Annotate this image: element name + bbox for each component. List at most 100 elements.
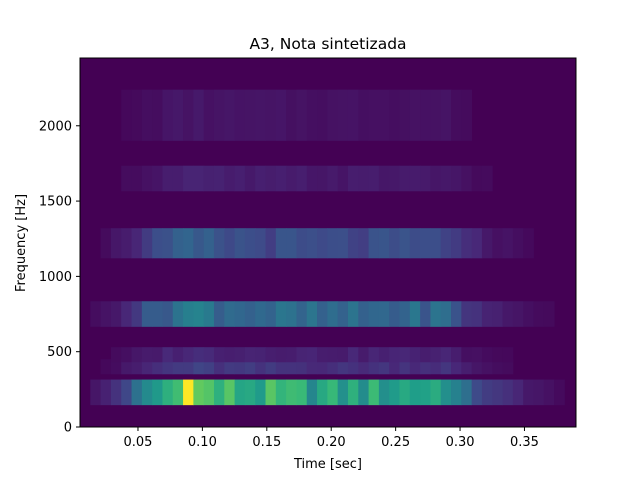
spectrogram-cell [378, 359, 390, 375]
spectrogram-cell [512, 379, 524, 406]
spectrogram-cell [141, 359, 153, 375]
spectrogram-cell [306, 347, 318, 363]
spectrogram-cell [203, 228, 215, 259]
spectrogram-cell [440, 89, 452, 141]
spectrogram-cell [358, 359, 369, 375]
spectrogram-cell [141, 379, 153, 406]
spectrogram-cell [533, 301, 545, 327]
spectrogram-cell [389, 165, 400, 192]
spectrogram-cell [368, 379, 380, 406]
spectrogram-cell [286, 359, 297, 375]
spectrogram-cell [368, 89, 380, 141]
spectrogram-cell [234, 347, 246, 363]
spectrogram-cell [275, 228, 287, 259]
spectrogram-cell [471, 165, 483, 192]
spectrogram-cell [131, 165, 143, 192]
spectrogram-cell [543, 379, 555, 406]
spectrogram-cell [399, 347, 411, 363]
spectrogram-cell [255, 165, 266, 192]
spectrogram-cell [399, 359, 411, 375]
spectrogram-cell [286, 228, 297, 259]
spectrogram-cell [224, 347, 235, 363]
spectrogram-cell [502, 379, 514, 406]
spectrogram-cell [162, 89, 174, 141]
spectrogram-cell [265, 89, 277, 141]
spectrogram-cell [378, 347, 390, 363]
spectrogram-cell [172, 359, 184, 375]
spectrogram-cell [162, 359, 174, 375]
spectrogram-cell [244, 89, 256, 141]
spectrogram-cell [244, 379, 256, 406]
spectrogram-cell [110, 379, 122, 406]
x-tick-label: 0.35 [510, 435, 539, 450]
spectrogram-cell [162, 347, 174, 363]
spectrogram-cell [244, 228, 256, 259]
spectrogram-cell [213, 359, 225, 375]
spectrogram-cell [275, 359, 287, 375]
spectrogram-cell [152, 347, 163, 363]
spectrogram-cell [430, 379, 442, 406]
spectrogram-cell [183, 379, 194, 406]
spectrogram-cell [440, 347, 452, 363]
spectrogram-cell [213, 301, 225, 327]
spectrogram-cell [265, 301, 277, 327]
spectrogram-cell [244, 165, 256, 192]
spectrogram-cell [378, 379, 390, 406]
spectrogram-cell [213, 347, 225, 363]
spectrogram-cell [492, 228, 503, 259]
chart-title: A3, Nota sintetizada [249, 35, 406, 53]
spectrogram-cell [378, 165, 390, 192]
spectrogram-cell [317, 379, 328, 406]
spectrogram-cell [152, 301, 163, 327]
spectrogram-cell [213, 379, 225, 406]
x-tick-label: 0.25 [381, 435, 410, 450]
spectrogram-cell [193, 379, 205, 406]
spectrogram-cell [512, 301, 524, 327]
spectrogram-cell [183, 89, 194, 141]
spectrogram-cell [358, 379, 369, 406]
spectrogram-cell [296, 301, 308, 327]
spectrogram-cell [523, 228, 534, 259]
spectrogram-cell [286, 89, 297, 141]
spectrogram-cell [368, 228, 380, 259]
spectrogram-cell [337, 359, 349, 375]
spectrogram-cell [481, 359, 493, 375]
spectrogram-cell [481, 228, 493, 259]
spectrogram-cell [543, 301, 555, 327]
spectrogram-cell [152, 228, 163, 259]
spectrogram-cell [409, 347, 421, 363]
spectrogram-cell [203, 359, 215, 375]
spectrogram-cell [275, 165, 287, 192]
spectrogram-cell [399, 89, 411, 141]
spectrogram-cell [131, 379, 143, 406]
spectrogram-cell [296, 359, 308, 375]
x-tick-label: 0.15 [252, 435, 281, 450]
spectrogram-cell [234, 359, 246, 375]
spectrogram-cell [420, 89, 431, 141]
spectrogram-cell [141, 165, 153, 192]
spectrogram-cell [224, 379, 235, 406]
spectrogram-cell [203, 379, 215, 406]
spectrogram-cell [461, 301, 473, 327]
spectrogram-cell [244, 359, 256, 375]
spectrogram-cell [100, 379, 112, 406]
spectrogram-cells [80, 58, 576, 427]
spectrogram-cell [399, 379, 411, 406]
spectrogram-cell [533, 379, 545, 406]
spectrogram-cell [471, 228, 483, 259]
spectrogram-cell [327, 89, 339, 141]
spectrogram-cell [131, 228, 143, 259]
spectrogram-cell [368, 359, 380, 375]
spectrogram-cell [481, 347, 493, 363]
spectrogram-cell [440, 359, 452, 375]
spectrogram-cell [389, 228, 400, 259]
spectrogram-cell [337, 379, 349, 406]
spectrogram-cell [358, 301, 369, 327]
spectrogram-cell [275, 347, 287, 363]
spectrogram-cell [286, 301, 297, 327]
spectrogram-cell [234, 89, 246, 141]
y-tick-label: 1000 [39, 270, 72, 285]
spectrogram-cell [317, 359, 328, 375]
spectrogram-cell [213, 89, 225, 141]
spectrogram-cell [224, 89, 235, 141]
